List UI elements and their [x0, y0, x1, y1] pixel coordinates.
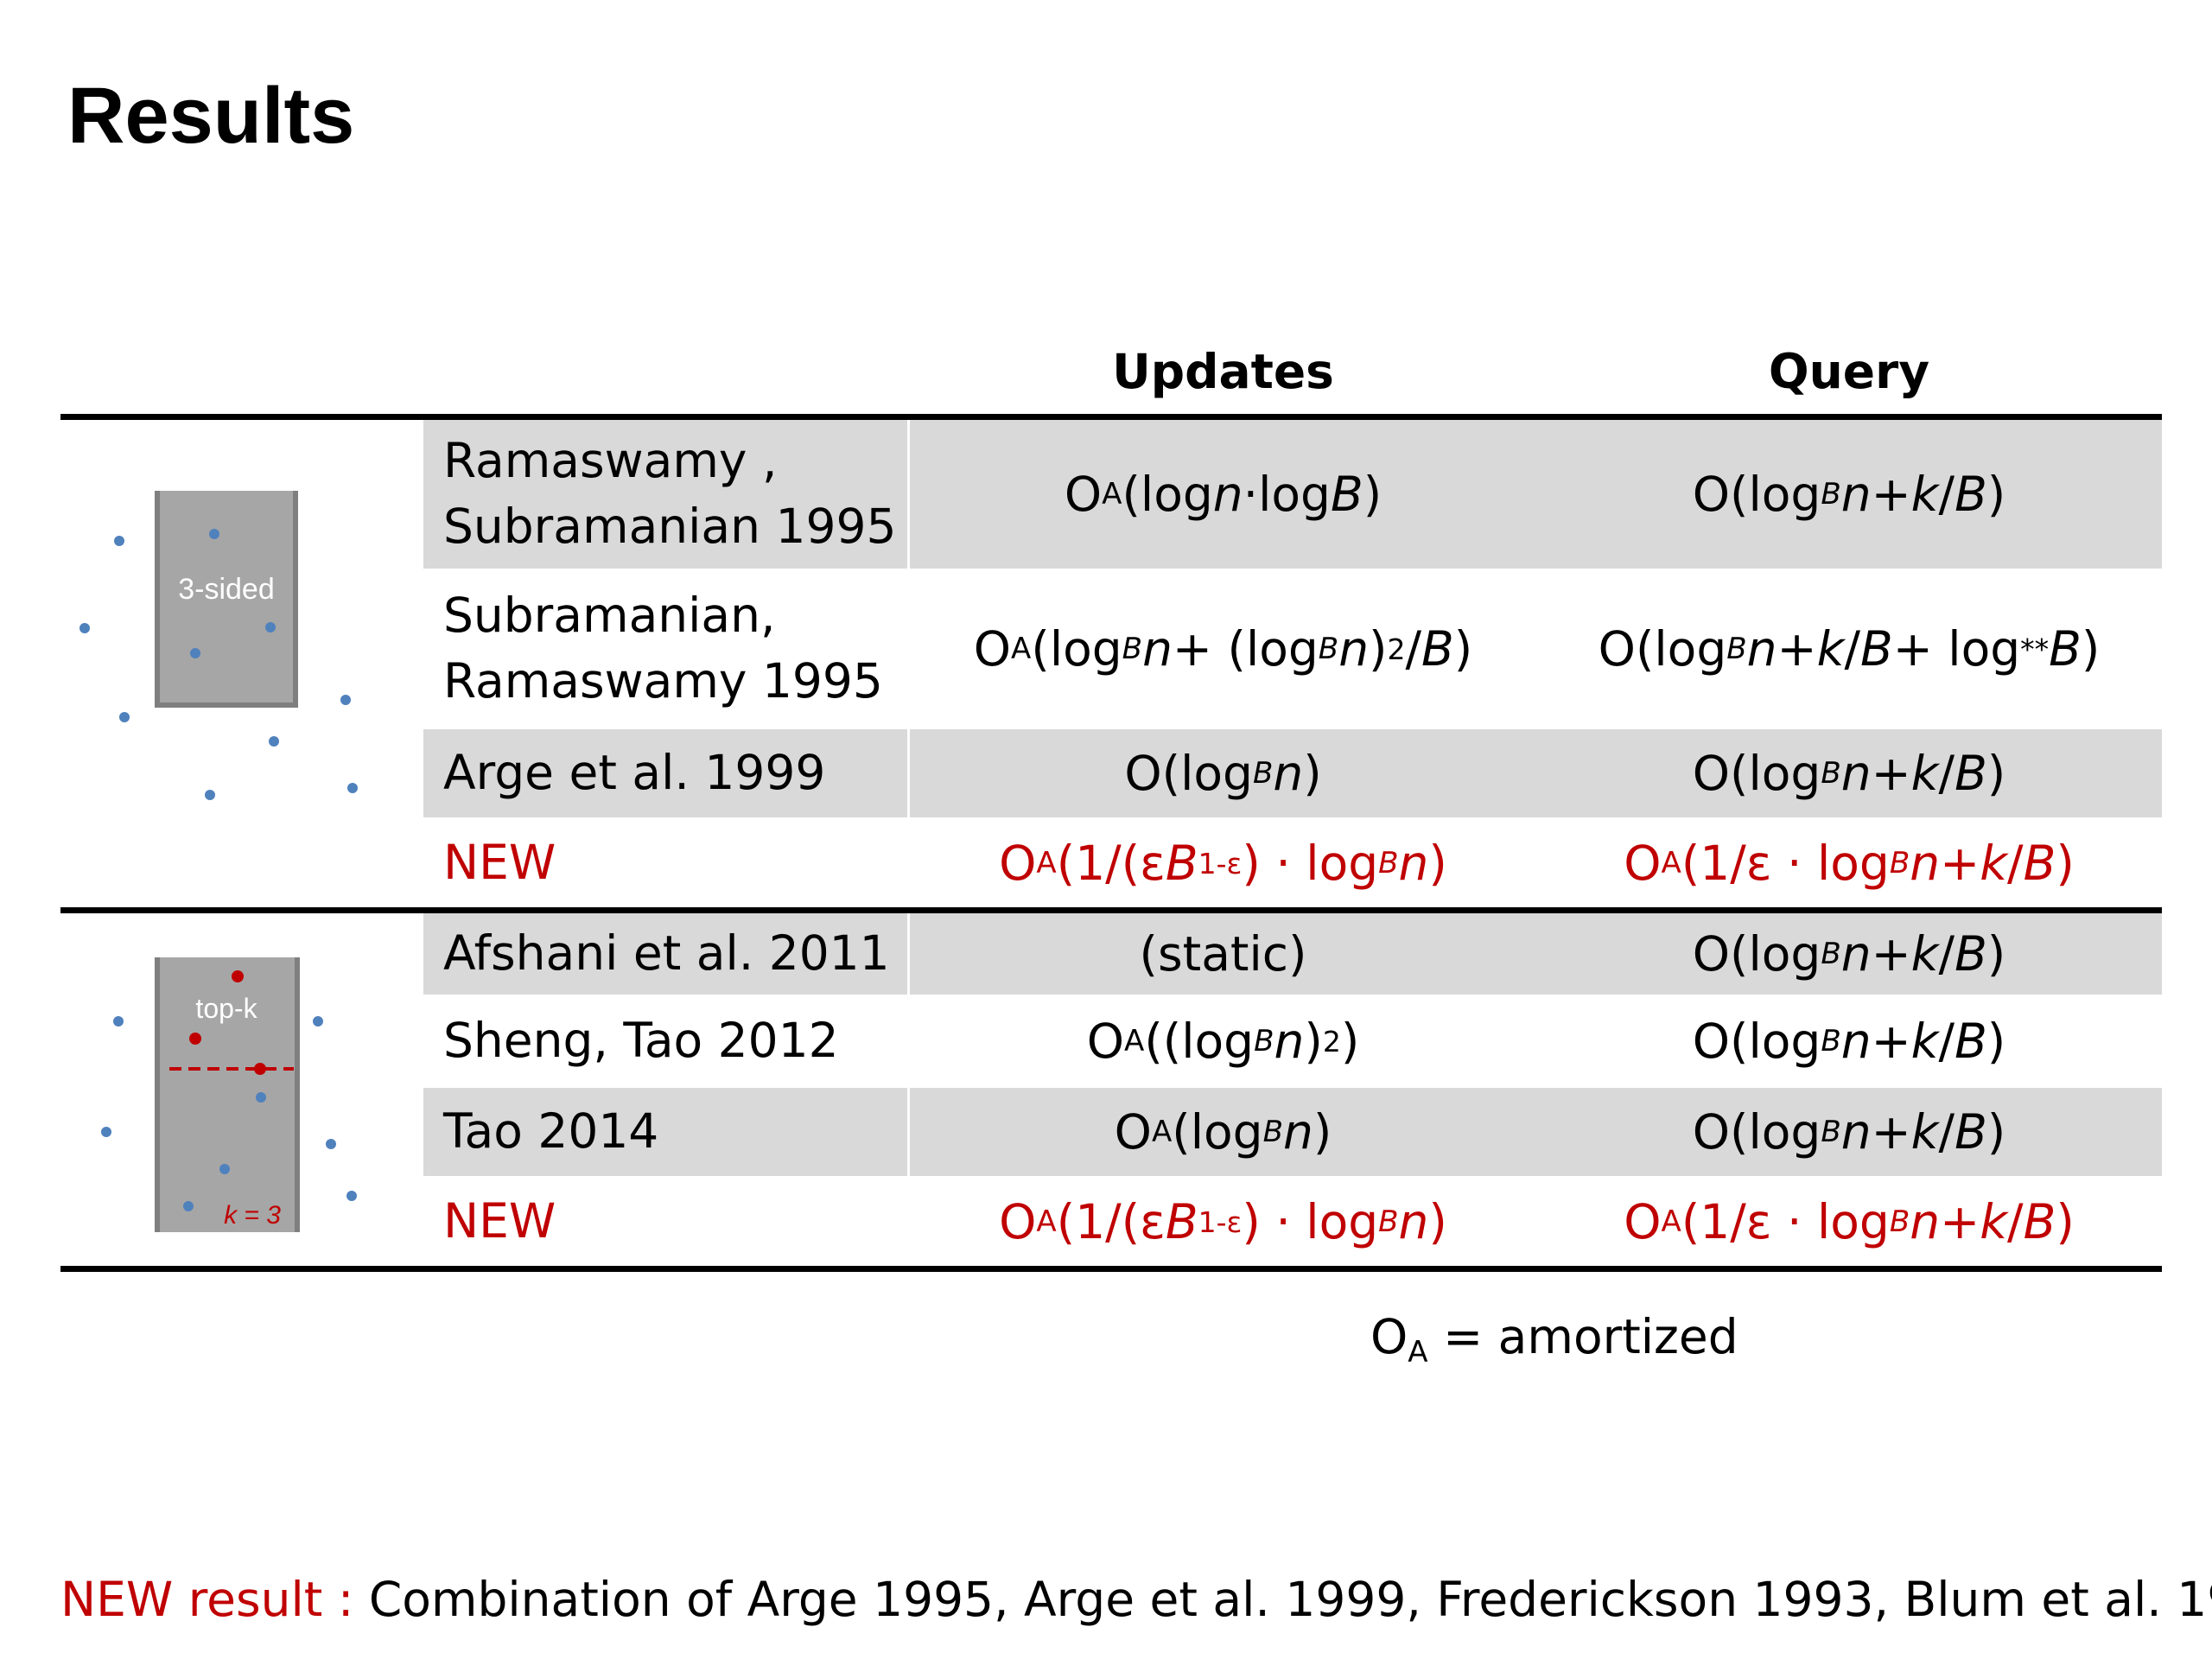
- table-row: Subramanian, Ramaswamy 1995 O A (log B n + …: [423, 570, 2162, 728]
- top-k-label: top-k: [195, 993, 257, 1024]
- query-cell: O(log B n + k / B): [1692, 1014, 2006, 1069]
- updates-cell: O A (log n ·log B): [1064, 467, 1382, 522]
- updates-cell: O A ((log B n) 2): [1086, 1014, 1360, 1069]
- query-cell: O(log B n + k / B): [1692, 1104, 2006, 1160]
- reference-cell: NEW: [443, 835, 556, 891]
- table-row: Arge et al. 1999 O(log B n) O(log B n + k /…: [423, 729, 2162, 817]
- query-cell: O(log B n + k / B): [1692, 926, 2006, 982]
- table-row-new: NEW O A (1/(ε B 1-ε) · log B n) O A (1/ε · log B…: [423, 1178, 2162, 1266]
- table-top-rule: [60, 414, 2162, 420]
- updates-cell: O A (1/(ε B 1-ε) · log B n): [999, 1194, 1447, 1249]
- query-cell: O(log B n + k / B): [1692, 467, 2006, 522]
- k-equals-label: k = 3: [224, 1201, 281, 1230]
- query-cell: O(log B n + k / B): [1692, 746, 2006, 801]
- table-row: Afshani et al. 2011 (static) O(log B n + …: [423, 913, 2162, 995]
- reference-cell: Sheng, Tao 2012: [443, 1013, 839, 1069]
- reference-line: Subramanian,: [443, 588, 776, 644]
- reference-line: Ramaswamy ,: [443, 433, 778, 489]
- slide-title: Results: [67, 72, 355, 160]
- reference-cell: Subramanian, Ramaswamy 1995: [443, 570, 918, 728]
- updates-cell: O A (log B n + (log B n) 2/B): [973, 621, 1473, 677]
- reference-cell: NEW: [443, 1193, 556, 1249]
- column-header-query: Query: [1768, 344, 1930, 399]
- reference-cell: Tao 2014: [443, 1103, 659, 1160]
- updates-cell: O A (log B n): [1114, 1104, 1332, 1160]
- section-divider-rule: [60, 907, 2162, 913]
- table-row: Sheng, Tao 2012 O A ((log B n) 2) O(log B n +…: [423, 996, 2162, 1086]
- footer-note: NEW result : Combination of Arge 1995, A…: [60, 1571, 2212, 1628]
- reference-line: Ramaswamy 1995: [443, 653, 883, 709]
- footer-label: NEW result :: [60, 1572, 354, 1627]
- query-cell: O A (1/ε · log B n + k / B): [1624, 1194, 2075, 1249]
- query-cell: O(log B n + k / B + log ** B): [1598, 621, 2101, 677]
- amortized-legend: OA = amortized: [1370, 1309, 1738, 1370]
- updates-cell: O(log B n): [1124, 746, 1322, 801]
- table-row: Tao 2014 O A (log B n) O(log B n + k / B): [423, 1088, 2162, 1176]
- reference-cell: Arge et al. 1999: [443, 745, 826, 801]
- top-k-query-figure: top-k k = 3: [101, 957, 357, 1232]
- three-sided-query-figure: 3-sided: [79, 491, 358, 800]
- updates-cell: O A (1/(ε B 1-ε) · log B n): [999, 836, 1447, 891]
- table-bottom-rule: [60, 1266, 2162, 1272]
- reference-cell: Ramaswamy , Subramanian 1995: [443, 420, 918, 569]
- updates-cell: (static): [1139, 926, 1307, 982]
- table-row: Ramaswamy , Subramanian 1995 O A (log n ·lo…: [423, 420, 2162, 569]
- column-header-updates: Updates: [1112, 344, 1334, 399]
- three-sided-label: 3-sided: [178, 573, 275, 606]
- reference-cell: Afshani et al. 2011: [443, 925, 890, 982]
- footer-text: Combination of Arge 1995, Arge et al. 19…: [368, 1572, 2212, 1627]
- reference-line: Subramanian 1995: [443, 499, 897, 554]
